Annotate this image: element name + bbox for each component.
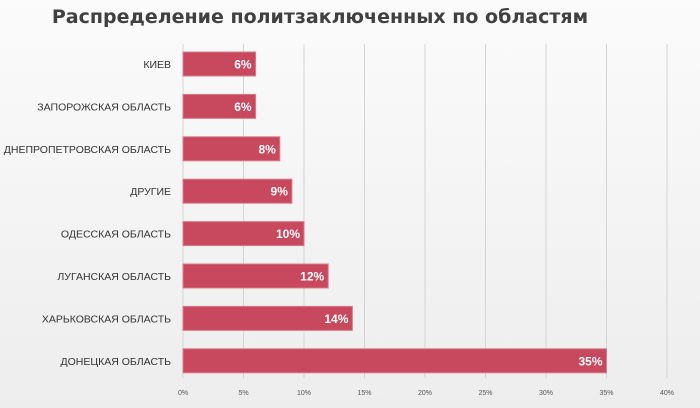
bar bbox=[182, 221, 305, 247]
chart-title: Распределение политзаключенных по област… bbox=[51, 6, 589, 28]
category-label: ОДЕССКАЯ ОБЛАСТЬ bbox=[61, 229, 171, 241]
bar bbox=[182, 305, 353, 331]
category-label: ЗАПОРОЖСКАЯ ОБЛАСТЬ bbox=[37, 101, 171, 113]
category-label: ДНЕПРОПЕТРОВСКАЯ ОБЛАСТЬ bbox=[4, 144, 171, 156]
category-labels: КИЕВ ЗАПОРОЖСКАЯ ОБЛАСТЬ ДНЕПРОПЕТРОВСКАЯ … bbox=[4, 59, 171, 368]
data-label: 6% bbox=[234, 100, 252, 114]
x-tick-label: 15% bbox=[357, 390, 371, 397]
bar bbox=[182, 51, 257, 77]
x-tick-label: 40% bbox=[660, 390, 674, 397]
bar bbox=[182, 136, 281, 162]
bar bbox=[182, 93, 257, 119]
bar bbox=[182, 348, 607, 374]
category-label: ДОНЕЦКАЯ ОБЛАСТЬ bbox=[60, 356, 171, 368]
bar bbox=[182, 178, 293, 204]
bars: 6% 6% 8% 9% 10% 12% 14% 35% bbox=[182, 51, 607, 374]
x-tick-label: 35% bbox=[599, 390, 613, 397]
x-tick-label: 20% bbox=[418, 390, 432, 397]
category-label: ЛУГАНСКАЯ ОБЛАСТЬ bbox=[57, 271, 171, 283]
x-tick-label: 10% bbox=[297, 390, 311, 397]
x-tick-label: 0% bbox=[178, 390, 188, 397]
bar bbox=[182, 263, 329, 289]
x-tick-label: 5% bbox=[238, 390, 248, 397]
x-tick-label: 25% bbox=[478, 390, 492, 397]
data-label: 12% bbox=[300, 270, 324, 284]
data-label: 9% bbox=[271, 185, 289, 199]
data-label: 6% bbox=[234, 58, 252, 72]
data-label: 8% bbox=[258, 142, 276, 156]
data-label: 35% bbox=[578, 354, 602, 368]
category-label: КИЕВ bbox=[143, 59, 171, 71]
data-label: 10% bbox=[276, 227, 300, 241]
category-label: ХАРЬКОВСКАЯ ОБЛАСТЬ bbox=[42, 313, 171, 325]
x-tick-label: 30% bbox=[539, 390, 553, 397]
data-label: 14% bbox=[324, 312, 348, 326]
x-axis-tick-labels: 0% 5% 10% 15% 20% 25% 30% 35% 40% bbox=[178, 390, 674, 397]
category-label: ДРУГИЕ bbox=[130, 186, 171, 198]
